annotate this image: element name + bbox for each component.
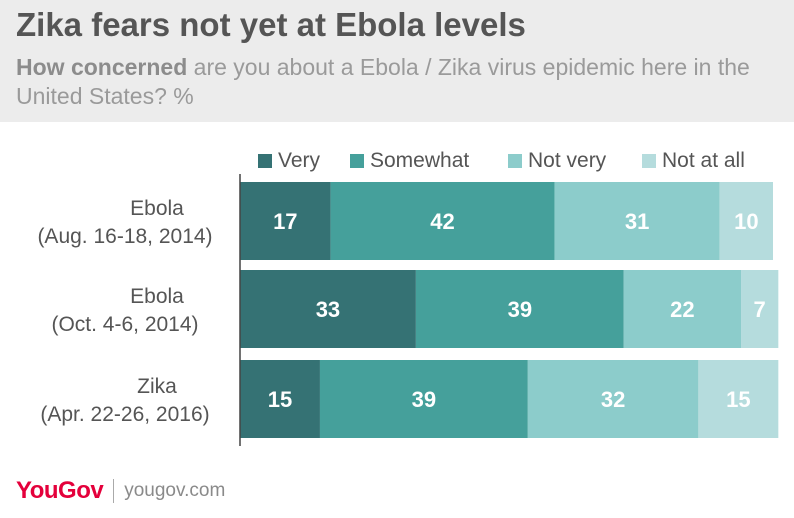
bar-not-at-all-0	[719, 182, 773, 260]
data-label-very-0: 17	[273, 209, 297, 234]
chart-subtitle: How concerned are you about a Ebola / Zi…	[16, 53, 776, 111]
category-label-2-date: (Apr. 22-26, 2016)	[40, 403, 209, 426]
data-label-not-at-all-2: 15	[726, 387, 750, 412]
legend-label-not-very: Not very	[528, 149, 607, 172]
bar-not-at-all-2	[698, 360, 779, 438]
bar-somewhat-2	[319, 360, 528, 438]
legend-label-not-at-all: Not at all	[662, 149, 745, 172]
bar-somewhat-0	[330, 182, 555, 260]
legend-label-very: Very	[278, 149, 321, 172]
category-label-1-date: (Oct. 4-6, 2014)	[51, 313, 198, 336]
data-label-not-at-all-0: 10	[734, 209, 758, 234]
subtitle-text: are you about a Ebola / Zika virus epide…	[16, 54, 750, 109]
category-label-0-date: (Aug. 16-18, 2014)	[37, 225, 212, 248]
legend-label-somewhat: Somewhat	[370, 149, 470, 172]
legend-item-very: Very	[258, 148, 320, 174]
legend-swatch-not-very	[508, 154, 522, 168]
legend-swatch-somewhat	[350, 154, 364, 168]
data-label-somewhat-0: 42	[430, 209, 454, 234]
subtitle-emphasis: How concerned	[16, 54, 188, 80]
bar-very-2	[240, 360, 320, 438]
data-label-somewhat-1: 39	[508, 297, 532, 322]
footer: YouGov yougov.com	[16, 474, 225, 508]
chart-title: Zika fears not yet at Ebola levels	[16, 6, 526, 43]
data-label-not-very-1: 22	[670, 297, 694, 322]
category-label-0-name: Ebola	[130, 197, 184, 220]
data-label-very-1: 33	[316, 297, 340, 322]
legend-item-somewhat: Somewhat	[350, 148, 469, 174]
data-label-somewhat-2: 39	[412, 387, 436, 412]
bar-somewhat-1	[415, 270, 624, 348]
bar-very-0	[240, 182, 331, 260]
legend-swatch-not-at-all	[642, 154, 656, 168]
legend-item-not-very: Not very	[508, 148, 606, 174]
category-label-1-name: Ebola	[130, 285, 184, 308]
bar-not-very-1	[623, 270, 742, 348]
footer-divider	[113, 479, 115, 503]
stacked-bar-chart: Ebola (Aug. 16-18, 2014) 17 42 31 10 Ebola (Oct…	[37, 174, 779, 446]
data-label-very-2: 15	[268, 387, 292, 412]
bar-not-very-2	[527, 360, 699, 438]
category-label-2-name: Zika	[137, 375, 177, 398]
footer-site: yougov.com	[124, 480, 226, 501]
legend-item-not-at-all: Not at all	[642, 148, 745, 174]
data-label-not-at-all-1: 7	[754, 297, 766, 322]
bar-not-very-0	[554, 182, 720, 260]
header-panel: Zika fears not yet at Ebola levels How c…	[0, 0, 794, 122]
legend: Very Somewhat Not very Not at all	[0, 148, 794, 174]
data-label-not-very-2: 32	[601, 387, 625, 412]
bar-very-1	[240, 270, 416, 348]
legend-swatch-very	[258, 154, 272, 168]
yougov-logo: YouGov	[16, 477, 104, 504]
data-label-not-very-0: 31	[625, 209, 649, 234]
bar-not-at-all-1	[741, 270, 779, 348]
